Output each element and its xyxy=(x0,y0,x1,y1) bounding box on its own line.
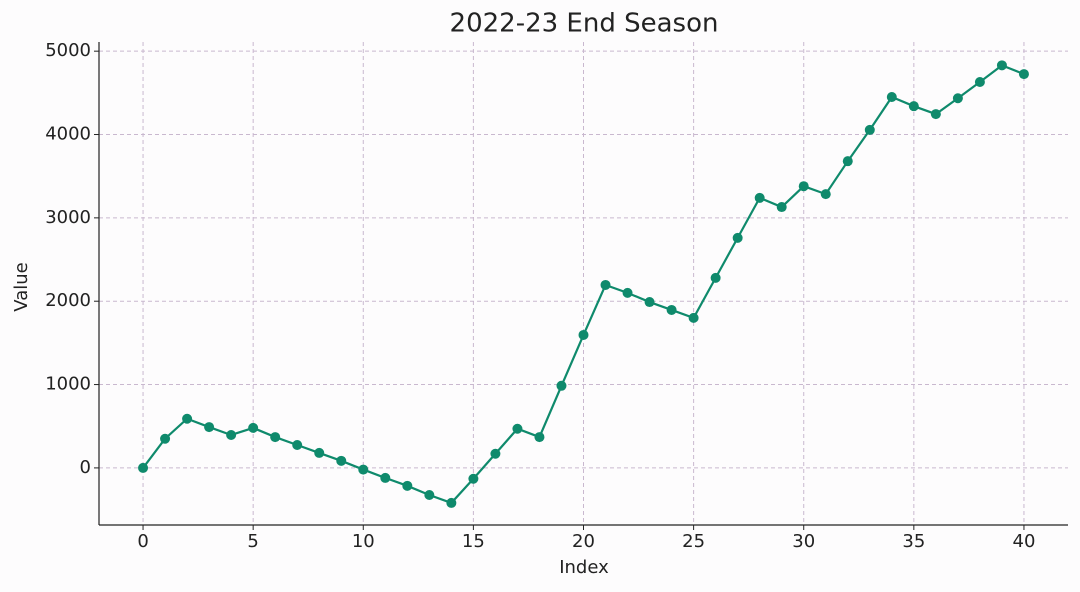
x-tick-label: 15 xyxy=(462,531,485,552)
y-axis-label: Value xyxy=(11,262,32,311)
point xyxy=(314,447,325,458)
point xyxy=(688,312,699,323)
point xyxy=(864,124,875,135)
x-tick-label: 40 xyxy=(1013,531,1036,552)
point xyxy=(732,232,743,243)
x-axis-label: Index xyxy=(559,557,609,578)
point xyxy=(204,422,215,433)
x-tick-label: 20 xyxy=(572,531,595,552)
point xyxy=(622,287,633,298)
point xyxy=(138,462,149,473)
point xyxy=(908,101,919,112)
point xyxy=(534,432,545,443)
chart-title: 2022-23 End Season xyxy=(450,9,719,39)
x-tick-label: 10 xyxy=(352,531,375,552)
point xyxy=(424,489,435,500)
point xyxy=(710,272,721,283)
y-tick-label: 3000 xyxy=(45,207,91,228)
y-tick-label: 5000 xyxy=(45,40,91,61)
x-tick-label: 35 xyxy=(902,531,925,552)
x-tick-label: 30 xyxy=(792,531,815,552)
point xyxy=(644,297,655,308)
point xyxy=(930,109,941,120)
point xyxy=(842,156,853,167)
point xyxy=(512,423,523,434)
point xyxy=(798,181,809,192)
point xyxy=(402,480,413,491)
point xyxy=(996,60,1007,71)
point xyxy=(292,439,303,450)
point xyxy=(886,92,897,103)
y-tick-label: 4000 xyxy=(45,124,91,145)
point xyxy=(578,329,589,340)
point xyxy=(468,473,479,484)
point xyxy=(270,432,281,443)
point xyxy=(490,448,501,459)
point xyxy=(974,77,985,88)
y-tick-label: 1000 xyxy=(45,374,91,395)
y-tick-label: 0 xyxy=(80,457,91,478)
point xyxy=(1018,69,1029,80)
point xyxy=(336,455,347,466)
point xyxy=(182,413,193,424)
point xyxy=(358,464,369,475)
point xyxy=(380,472,391,483)
point xyxy=(248,422,259,433)
point xyxy=(952,93,963,104)
point xyxy=(446,497,457,508)
point xyxy=(226,429,237,440)
x-tick-label: 25 xyxy=(682,531,705,552)
point xyxy=(820,189,831,200)
point xyxy=(600,279,611,290)
point xyxy=(160,433,171,444)
point xyxy=(666,304,677,315)
x-tick-label: 5 xyxy=(247,531,258,552)
x-tick-label: 0 xyxy=(137,531,148,552)
point xyxy=(556,380,567,391)
y-tick-label: 2000 xyxy=(45,290,91,311)
point xyxy=(776,202,787,213)
point xyxy=(754,192,765,203)
